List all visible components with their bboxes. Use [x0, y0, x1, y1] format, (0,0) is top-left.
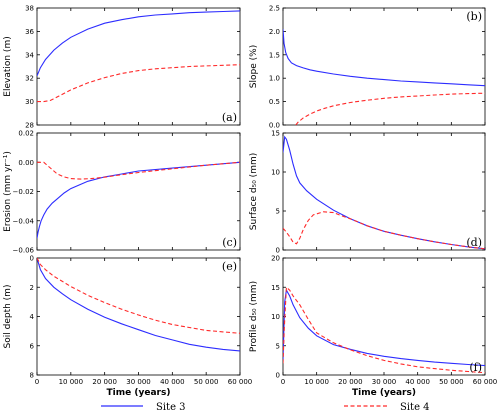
y-tick-label: −0.06	[13, 247, 35, 255]
y-tick-label: 0.00	[18, 159, 34, 167]
series-line-site-3	[283, 29, 485, 87]
y-tick-label: 34	[25, 51, 34, 59]
y-tick-label: 20	[271, 255, 280, 263]
series-line-site-3	[37, 258, 240, 352]
y-axis-label: Soil depth (m)	[3, 285, 13, 349]
plot-frame	[36, 257, 241, 376]
y-tick-label: −0.04	[13, 217, 35, 225]
x-tick-label: 30 000	[126, 378, 151, 386]
x-axis-label: Time (years)	[352, 388, 416, 398]
x-tick-label: 20 000	[92, 378, 117, 386]
x-tick-label: 30 000	[372, 378, 397, 386]
chart-panel-1: 28 30 32 34 36 38 Elevation (m) (a)	[3, 5, 241, 130]
chart-panel-2: 0.0 0.5 1.0 1.5 2.0 2.5 Slope (%) (b)	[249, 5, 486, 130]
x-tick-label: 10 000	[59, 378, 84, 386]
panel-label: (e)	[222, 260, 237, 273]
y-tick-label: 6	[30, 342, 35, 350]
legend-entry-site-3: Site 3	[156, 402, 186, 413]
x-tick-label: 40 000	[160, 378, 185, 386]
y-tick-label: −0.02	[13, 188, 34, 196]
x-tick-label: 50 000	[439, 378, 464, 386]
y-tick-label: 2	[30, 284, 34, 292]
plot-frame	[282, 132, 486, 251]
plot-frame	[282, 257, 486, 376]
series-line-site-3	[283, 288, 485, 367]
y-tick-label: 28	[25, 122, 34, 130]
legend: Site 3 Site 4	[101, 402, 430, 413]
y-axis-label: Elevation (m)	[3, 36, 13, 96]
y-tick-label: 10	[271, 313, 280, 321]
y-tick-label: 1.5	[269, 51, 280, 59]
y-tick-label: 4	[30, 313, 35, 321]
y-axis-label: Surface d₅₀ (mm)	[249, 153, 259, 231]
panel-label: (f)	[469, 361, 482, 374]
y-axis-label: Erosion (mm yr⁻¹)	[3, 151, 13, 232]
x-tick-label: 0	[35, 378, 39, 386]
panel-label: (c)	[222, 236, 237, 249]
y-tick-label: 1.0	[269, 75, 280, 83]
y-tick-label: 15	[271, 284, 280, 292]
panel-label: (a)	[222, 111, 237, 124]
x-tick-label: 60 000	[228, 378, 253, 386]
y-tick-label: 5	[276, 342, 280, 350]
y-tick-label: 30	[25, 98, 34, 106]
series-line-site-4	[37, 258, 240, 334]
panel-label: (d)	[466, 236, 482, 249]
y-tick-label: 0.02	[18, 130, 34, 138]
y-tick-label: 2.5	[269, 5, 280, 13]
x-tick-label: 40 000	[405, 378, 430, 386]
y-tick-label: 0	[276, 372, 280, 380]
y-tick-label: 0.0	[269, 122, 280, 130]
y-tick-label: 36	[25, 28, 34, 36]
x-axis-label: Time (years)	[107, 388, 171, 398]
y-tick-label: 0.5	[269, 98, 280, 106]
x-tick-label: 10 000	[304, 378, 329, 386]
plot-frame	[36, 7, 241, 126]
series-line-site-3	[37, 10, 240, 77]
plot-frame	[36, 132, 241, 251]
legend-entry-site-4: Site 4	[400, 402, 430, 413]
x-tick-label: 50 000	[194, 378, 219, 386]
y-tick-label: 5	[276, 208, 280, 216]
x-tick-label: 0	[281, 378, 285, 386]
y-tick-label: 0	[30, 255, 34, 263]
y-tick-label: 15	[271, 130, 280, 138]
y-axis-label: Profile d₅₀ (mm)	[249, 281, 259, 352]
series-line-site-4	[283, 211, 485, 250]
y-axis-label: Slope (%)	[249, 45, 259, 88]
y-tick-label: 8	[30, 372, 34, 380]
series-line-site-4	[295, 92, 485, 125]
series-line-site-4	[283, 286, 485, 374]
series-line-site-4	[37, 161, 240, 180]
chart-panel-3: −0.06 −0.04 −0.02 0.00 0.02 Erosion (mm yr⁻¹)…	[3, 130, 241, 255]
series-line-site-4	[37, 64, 240, 103]
series-line-site-3	[283, 135, 485, 250]
y-tick-label: 2.0	[269, 28, 280, 36]
x-tick-label: 60 000	[473, 378, 498, 386]
panel-label: (b)	[466, 10, 482, 23]
y-tick-label: 32	[25, 75, 34, 83]
chart-panel-4: 0 5 10 15 Surface d₅₀ (mm) (d)	[249, 130, 486, 255]
x-tick-label: 20 000	[338, 378, 363, 386]
chart-panel-6: 0 5 10 15 20 0 10 000 20 000 30 000 40 000 50 000 6…	[249, 255, 497, 399]
y-tick-label: 10	[271, 169, 280, 177]
y-tick-label: 38	[25, 5, 34, 13]
plot-frame	[282, 7, 486, 126]
y-tick-label: 0	[276, 247, 280, 255]
series-line-site-3	[37, 161, 240, 239]
